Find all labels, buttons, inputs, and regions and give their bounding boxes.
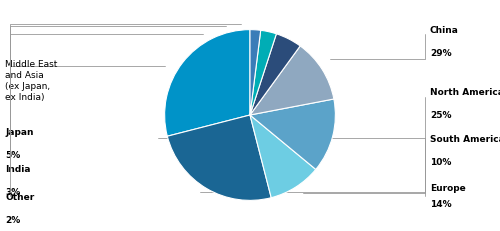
Wedge shape <box>250 100 336 170</box>
Wedge shape <box>168 116 271 201</box>
Text: 2%: 2% <box>5 215 20 224</box>
Wedge shape <box>250 116 316 198</box>
Wedge shape <box>250 30 260 116</box>
Text: Japan: Japan <box>5 127 34 136</box>
Text: Europe: Europe <box>430 183 466 192</box>
Wedge shape <box>164 30 250 137</box>
Text: 29%: 29% <box>430 49 452 58</box>
Wedge shape <box>250 35 300 116</box>
Text: 3%: 3% <box>5 187 20 196</box>
Text: 25%: 25% <box>430 111 452 120</box>
Wedge shape <box>250 47 334 116</box>
Text: Middle East
and Asia
(ex Japan,
ex India): Middle East and Asia (ex Japan, ex India… <box>5 60 58 102</box>
Text: 10%: 10% <box>430 157 452 166</box>
Text: 14%: 14% <box>430 199 452 208</box>
Text: 5%: 5% <box>5 150 20 159</box>
Text: China: China <box>430 26 459 35</box>
Text: South America: South America <box>430 134 500 143</box>
Text: Other: Other <box>5 192 34 201</box>
Wedge shape <box>250 31 276 116</box>
Text: India: India <box>5 164 30 173</box>
Text: North America: North America <box>430 88 500 97</box>
